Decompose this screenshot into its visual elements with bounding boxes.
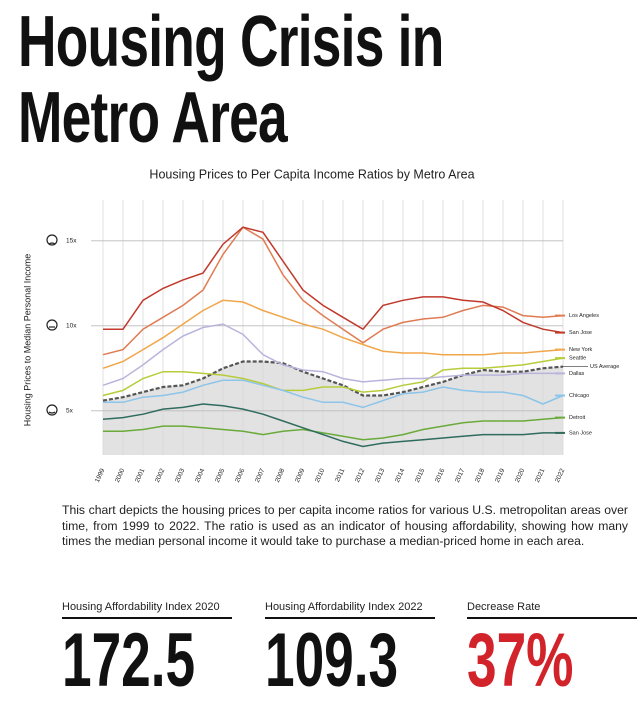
- series-line: [102, 357, 564, 397]
- description: This chart depicts the housing prices to…: [62, 503, 628, 548]
- legend-label: San Jose: [569, 330, 592, 336]
- legend-label: Los Angeles: [569, 313, 599, 319]
- y-tick-label: 10x: [66, 323, 77, 330]
- x-tick-label: 2022: [554, 467, 567, 483]
- x-tick-label: 2015: [414, 467, 427, 483]
- stat: Housing Affordability Index 2020 172.5: [62, 601, 232, 701]
- legend-label: US Average: [590, 364, 619, 370]
- stat-value: 172.5: [62, 618, 196, 703]
- x-tick-label: 2017: [454, 467, 467, 483]
- chart-title: Housing Prices to Per Capita Income Rati…: [149, 167, 474, 181]
- chart: Housing Prices to Per Capita Income Rati…: [22, 167, 619, 483]
- face-icons: [46, 234, 58, 416]
- x-tick-label: 2006: [234, 467, 247, 483]
- stat: Decrease Rate 37%: [467, 601, 637, 701]
- x-tick-label: 2021: [534, 467, 547, 483]
- series-line: [103, 379, 564, 409]
- legend-label: New York: [569, 347, 592, 353]
- stat: Housing Affordability Index 2022 109.3: [265, 601, 435, 701]
- series-line: [103, 416, 564, 441]
- stat-label: Decrease Rate: [467, 601, 637, 619]
- x-tick-label: 2010: [314, 467, 327, 483]
- x-tick-label: 2001: [134, 467, 147, 483]
- x-tick-label: 2016: [434, 467, 447, 483]
- x-tick-label: 2018: [474, 467, 487, 483]
- series-line: [102, 323, 563, 387]
- series-line: [103, 226, 564, 334]
- x-tick-label: 2019: [494, 467, 507, 483]
- stat-value: 109.3: [265, 618, 399, 703]
- y-tick-label: 5x: [66, 408, 74, 415]
- legend-label: Detroit: [569, 415, 586, 421]
- legend-label: Seattle: [569, 356, 586, 362]
- stat-label: Housing Affordability Index 2022: [265, 601, 435, 619]
- x-tick-label: 2020: [514, 467, 527, 483]
- x-tick-label: 2008: [274, 467, 287, 483]
- y-tick-label: 15x: [66, 238, 77, 245]
- legend-label: Dallas: [569, 371, 585, 377]
- x-tick-label: 2014: [394, 467, 407, 483]
- x-tick-label: 2011: [334, 467, 346, 483]
- area: [103, 361, 563, 455]
- x-tick-label: 2003: [174, 467, 187, 483]
- legend-label: Chicago: [569, 393, 589, 399]
- legend-label: San Jose: [569, 430, 592, 436]
- series-line: [102, 360, 564, 402]
- y-axis-title: Housing Prices to Median Personal Income: [22, 254, 32, 427]
- page-title: Metro Area: [18, 78, 288, 158]
- stat-value: 37%: [467, 618, 574, 703]
- x-tick-label: 2000: [114, 467, 127, 483]
- x-tick-label: 2013: [374, 467, 387, 483]
- x-tick-label: 2002: [154, 467, 167, 483]
- series-line: [102, 403, 563, 448]
- x-tick-label: 2005: [214, 467, 227, 483]
- x-tick-label: 1999: [94, 467, 107, 483]
- x-tick-label: 2004: [194, 467, 207, 483]
- x-tick-label: 2012: [354, 467, 367, 483]
- page-title: Housing Crisis in: [18, 2, 444, 82]
- x-tick-label: 2007: [254, 467, 267, 483]
- x-tick-label: 2009: [294, 467, 307, 483]
- stat-label: Housing Affordability Index 2020: [62, 601, 232, 619]
- series-line: [102, 299, 564, 370]
- series-line: [102, 226, 564, 356]
